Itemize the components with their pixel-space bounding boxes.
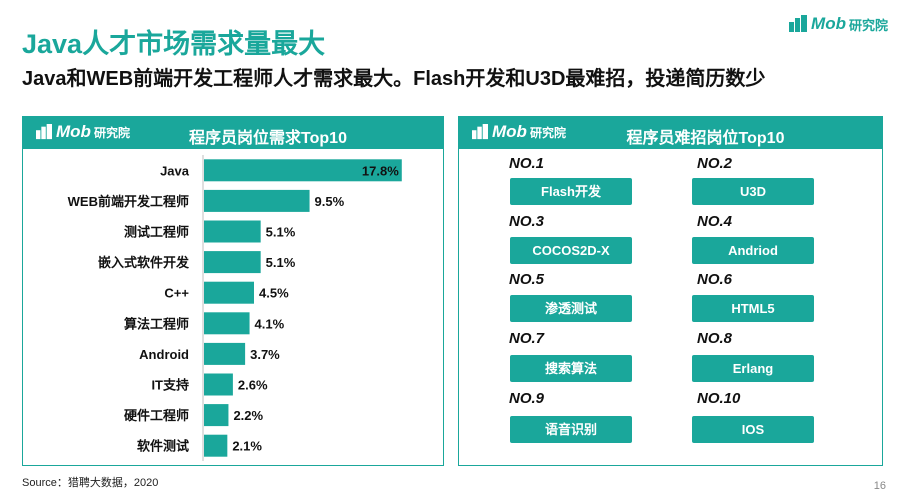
page-number: 16 (873, 480, 886, 492)
category-label: C++ (164, 286, 189, 301)
rank-label: NO.7 (509, 330, 545, 347)
page-subtitle: Java和WEB前端开发工程师人才需求最大。Flash开发和U3D最难招，投递简… (22, 68, 766, 90)
hard-to-hire-panel: Mob 研究院 程序员难招岗位Top10 NO.1 Flash开发 NO.2 U… (458, 116, 883, 466)
hard-job-item: U3D (692, 178, 814, 205)
value-label: 2.1% (232, 439, 262, 454)
brand-cubes-icon (36, 124, 52, 140)
hard-job-item: Andriod (692, 237, 814, 264)
hard-job-item: HTML5 (692, 295, 814, 322)
bar (204, 251, 261, 274)
category-label: 软件测试 (137, 439, 189, 454)
rank-label: NO.1 (509, 155, 545, 172)
hard-job-item: COCOS2D-X (510, 237, 632, 264)
rank-label: NO.6 (697, 271, 733, 288)
hard-job-item: 渗透测试 (510, 295, 632, 322)
value-label: 2.6% (238, 378, 268, 393)
hard-job-item: Erlang (692, 355, 814, 382)
demand-panel-title: 程序员岗位需求Top10 (189, 130, 347, 147)
category-label: 嵌入式软件开发 (98, 255, 190, 270)
brand-word: Mob (492, 122, 527, 141)
rank-label: NO.8 (697, 330, 733, 347)
rank-label: NO.3 (509, 213, 545, 230)
rank-label: NO.9 (509, 390, 545, 407)
page-title: Java人才市场需求量最大 (22, 29, 326, 59)
category-label: Java (160, 163, 190, 178)
panel-brand-logo: Mob 研究院 (471, 122, 566, 142)
value-label: 9.5% (315, 194, 345, 209)
hard-job-item: IOS (692, 416, 814, 443)
bar (204, 189, 310, 212)
brand-cn: 研究院 (848, 17, 888, 33)
bar (204, 434, 228, 457)
brand-cubes-icon (472, 124, 488, 140)
category-label: 算法工程师 (124, 316, 189, 331)
bar (204, 373, 233, 396)
brand-word: Mob (56, 122, 91, 141)
value-label: 5.1% (266, 255, 296, 270)
bar (204, 159, 402, 182)
brand-word: Mob (811, 14, 846, 33)
value-label: 2.2% (233, 408, 263, 423)
rank-label: NO.4 (697, 213, 733, 230)
value-label: 5.1% (266, 225, 296, 240)
value-label: 17.8% (362, 163, 399, 178)
category-label: 硬件工程师 (124, 408, 189, 423)
rank-label: NO.2 (697, 155, 733, 172)
brand-cn: 研究院 (93, 125, 130, 140)
bar (204, 312, 250, 335)
hard-panel-title: 程序员难招岗位Top10 (626, 130, 785, 147)
bar (204, 342, 246, 365)
bar (204, 404, 229, 427)
value-label: 4.1% (255, 316, 285, 331)
hard-job-item: 搜索算法 (510, 355, 632, 382)
rank-label: NO.5 (509, 271, 545, 288)
category-label: Android (139, 347, 189, 362)
category-label: WEB前端开发工程师 (68, 194, 189, 209)
demand-bar-chart: Java 17.8% WEB前端开发工程师 9.5% 测试工程师 5.1% 嵌入式软件开发 5… (68, 155, 402, 461)
hard-panel-header: Mob 研究院 程序员难招岗位Top10 (459, 117, 882, 149)
category-label: 测试工程师 (124, 225, 189, 240)
hard-job-item: 语音识别 (510, 416, 632, 443)
value-label: 3.7% (250, 347, 280, 362)
demand-panel-header: Mob 研究院 程序员岗位需求Top10 (23, 117, 443, 149)
panel-brand-logo: Mob 研究院 (35, 122, 130, 142)
bar (204, 220, 261, 243)
hard-job-item: Flash开发 (510, 178, 632, 205)
brand-logo: Mob 研究院 (788, 14, 888, 34)
category-label: IT支持 (151, 378, 189, 393)
demand-top10-panel: Mob 研究院 程序员岗位需求Top10 Java 17.8% WEB前端开发工程师… (22, 116, 444, 466)
rank-label: NO.10 (697, 390, 741, 407)
brand-cn: 研究院 (529, 125, 566, 140)
brand-cubes-icon (789, 15, 808, 32)
source-note: Source：猎聘大数据，2020 (22, 477, 159, 489)
value-label: 4.5% (259, 286, 289, 301)
bar (204, 281, 254, 304)
